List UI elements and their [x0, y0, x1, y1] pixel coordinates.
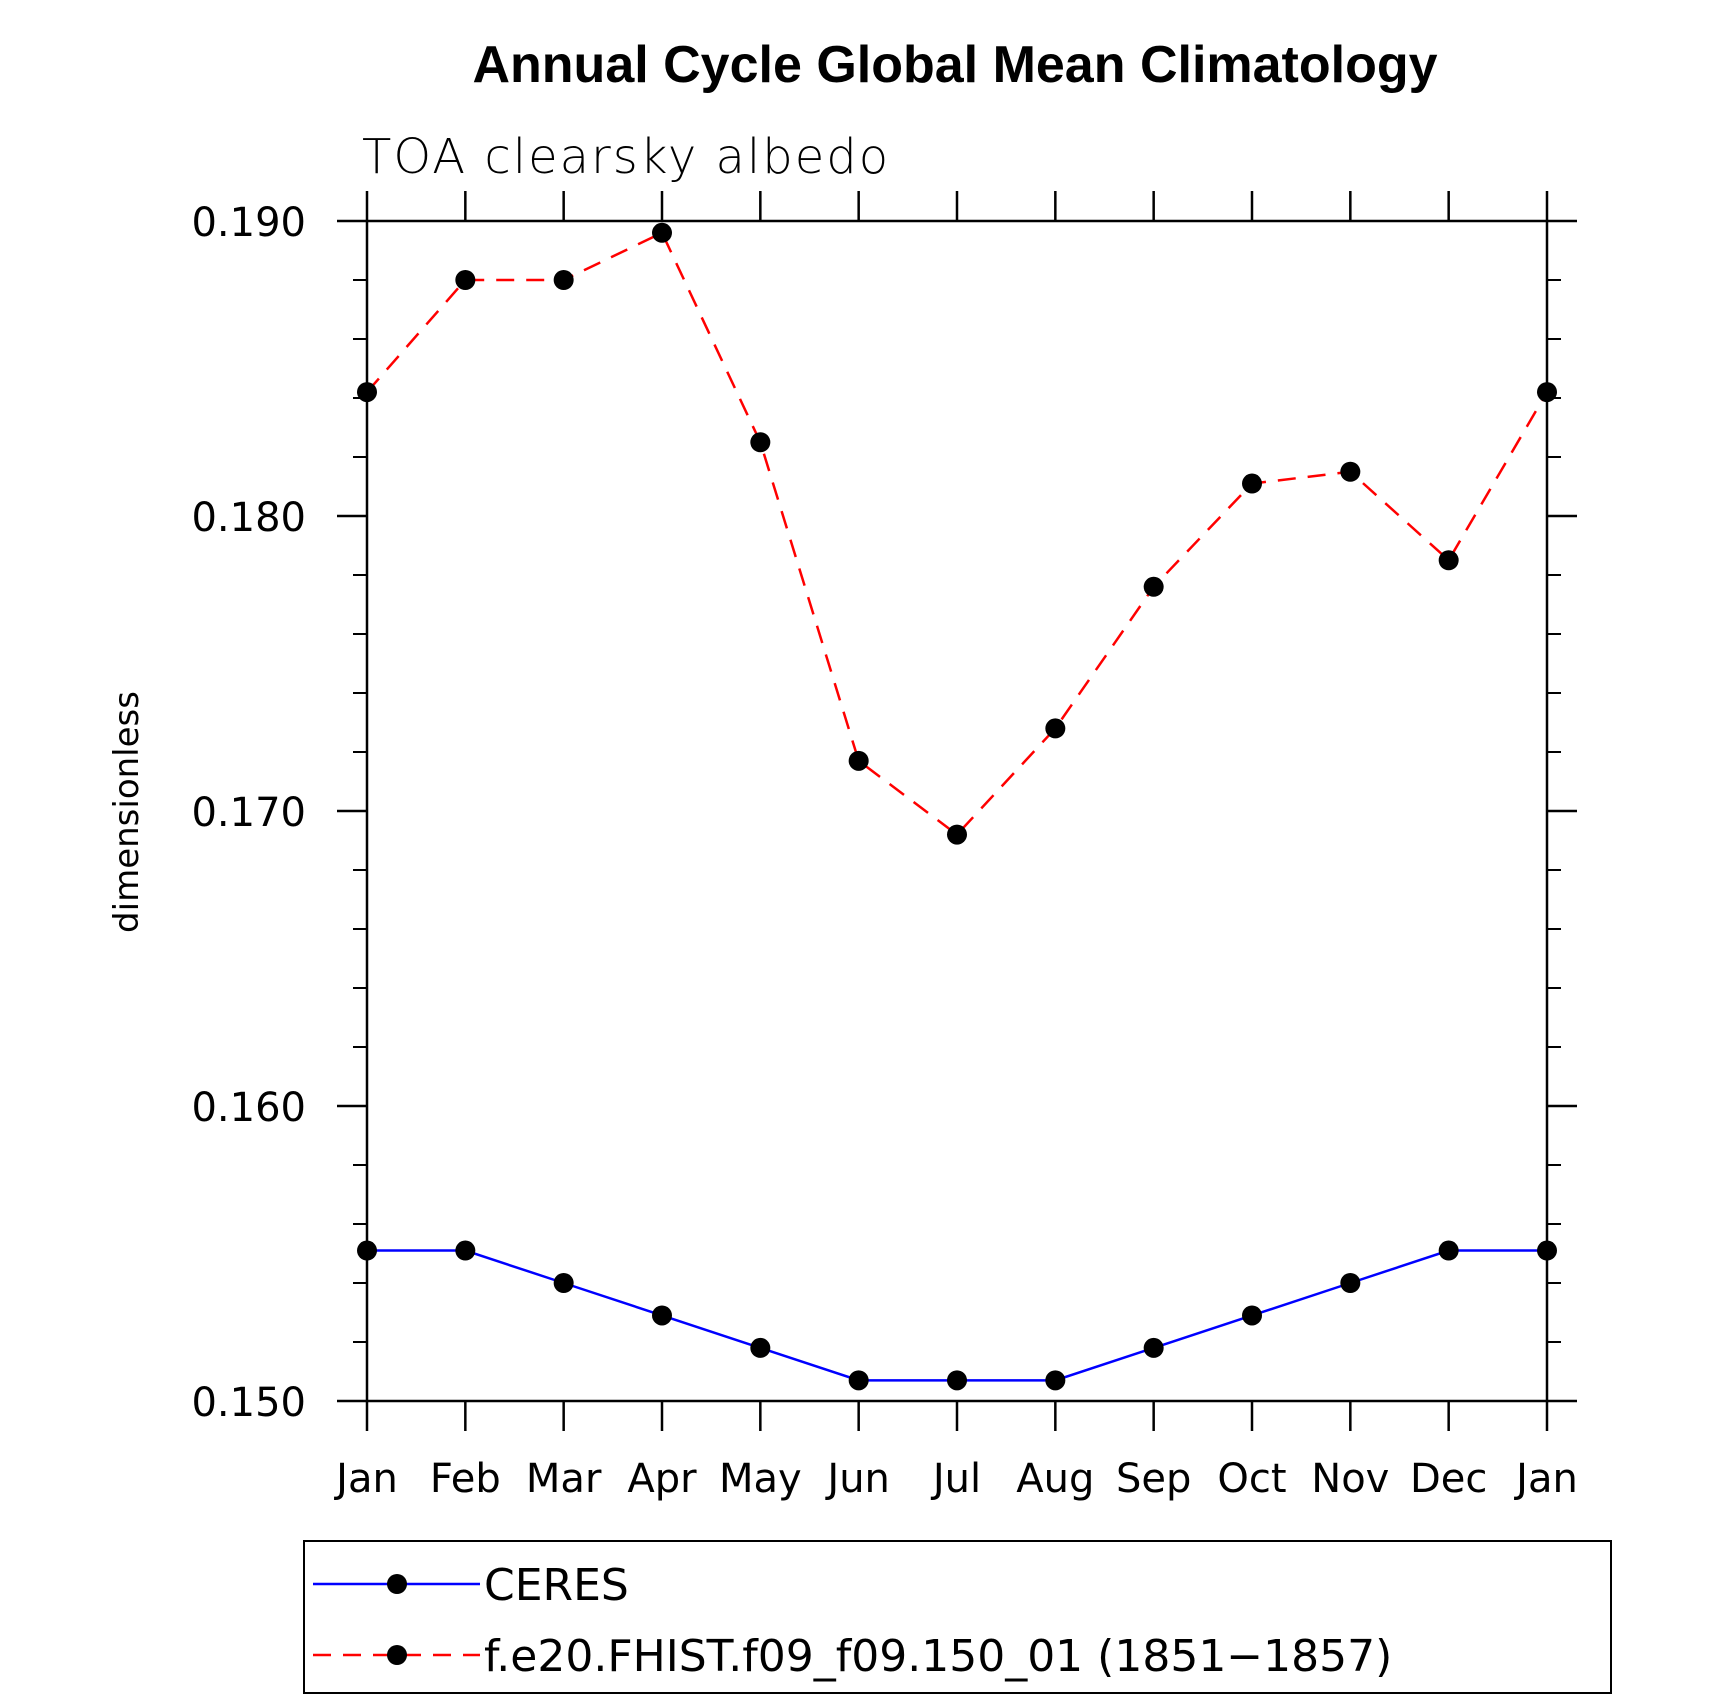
- data-point: [553, 270, 574, 290]
- data-point: [357, 1240, 377, 1261]
- data-point: [750, 1337, 771, 1358]
- data-point: [947, 824, 967, 845]
- x-tick-label: Apr: [627, 1456, 697, 1502]
- x-tick-label: Jun: [824, 1456, 890, 1502]
- x-tick-label: Feb: [430, 1456, 501, 1502]
- data-point: [652, 1305, 672, 1326]
- data-point: [1045, 1370, 1066, 1391]
- data-point: [947, 1370, 967, 1391]
- data-point: [750, 432, 771, 453]
- y-tick-label: 0.190: [191, 200, 306, 246]
- data-point: [1242, 1305, 1262, 1326]
- data-point: [1242, 473, 1262, 494]
- data-point: [848, 1370, 869, 1391]
- series-line: [366, 231, 1549, 837]
- data-point: [357, 382, 377, 403]
- data-point: [1438, 1240, 1459, 1261]
- x-tick-label: Aug: [1016, 1456, 1094, 1502]
- x-tick-label: Jan: [1513, 1456, 1578, 1502]
- y-tick-label: 0.160: [191, 1085, 306, 1131]
- legend-label: CERES: [484, 1560, 629, 1611]
- x-tick-label: Dec: [1410, 1456, 1487, 1502]
- data-point: [1143, 1337, 1164, 1358]
- chart-title: Annual Cycle Global Mean Climatology: [472, 36, 1437, 94]
- legend: CERES f.e20.FHIST.f09_f09.150_01 (1851−18…: [303, 1540, 1612, 1694]
- legend-marker: [387, 1574, 407, 1594]
- series-line: [367, 1249, 1547, 1382]
- legend-box: [303, 1540, 1612, 1694]
- x-tick-label: Sep: [1116, 1456, 1191, 1502]
- data-point: [1340, 461, 1361, 482]
- x-tick-label: Mar: [526, 1456, 602, 1502]
- data-point: [1340, 1273, 1361, 1293]
- x-tick-label: Jan: [333, 1456, 398, 1502]
- data-point: [455, 1240, 476, 1261]
- legend-marker: [387, 1645, 407, 1665]
- y-axis-label: dimensionless: [107, 691, 147, 933]
- data-point: [455, 270, 476, 290]
- data-point: [1045, 718, 1066, 739]
- plot-frame: [365, 219, 1549, 1403]
- series-layer: [357, 222, 1557, 1391]
- y-tick-label: 0.170: [191, 790, 306, 836]
- data-point: [1438, 550, 1459, 571]
- data-point: [652, 222, 672, 243]
- data-point: [1537, 1240, 1557, 1261]
- chart-subtitle: TOA clearsky albedo: [362, 129, 890, 185]
- x-tick-label: May: [719, 1456, 802, 1502]
- x-tick-label: Oct: [1217, 1456, 1286, 1502]
- data-point: [1143, 576, 1164, 597]
- y-tick-label: 0.180: [191, 495, 306, 541]
- series-2: [357, 222, 1557, 845]
- y-tick-label: 0.150: [191, 1380, 306, 1426]
- x-tick-label: Jul: [930, 1456, 981, 1502]
- x-tick-label: Nov: [1311, 1456, 1389, 1502]
- data-point: [848, 750, 869, 771]
- legend-label: f.e20.FHIST.f09_f09.150_01 (1851−1857): [484, 1631, 1392, 1682]
- data-point: [1537, 382, 1557, 403]
- series-1: [357, 1240, 1557, 1391]
- axes: Jan Feb Mar Apr May Jun Jul Aug Sep Oct Nov Dec Jan 0…: [191, 191, 1578, 1502]
- data-point: [553, 1273, 574, 1293]
